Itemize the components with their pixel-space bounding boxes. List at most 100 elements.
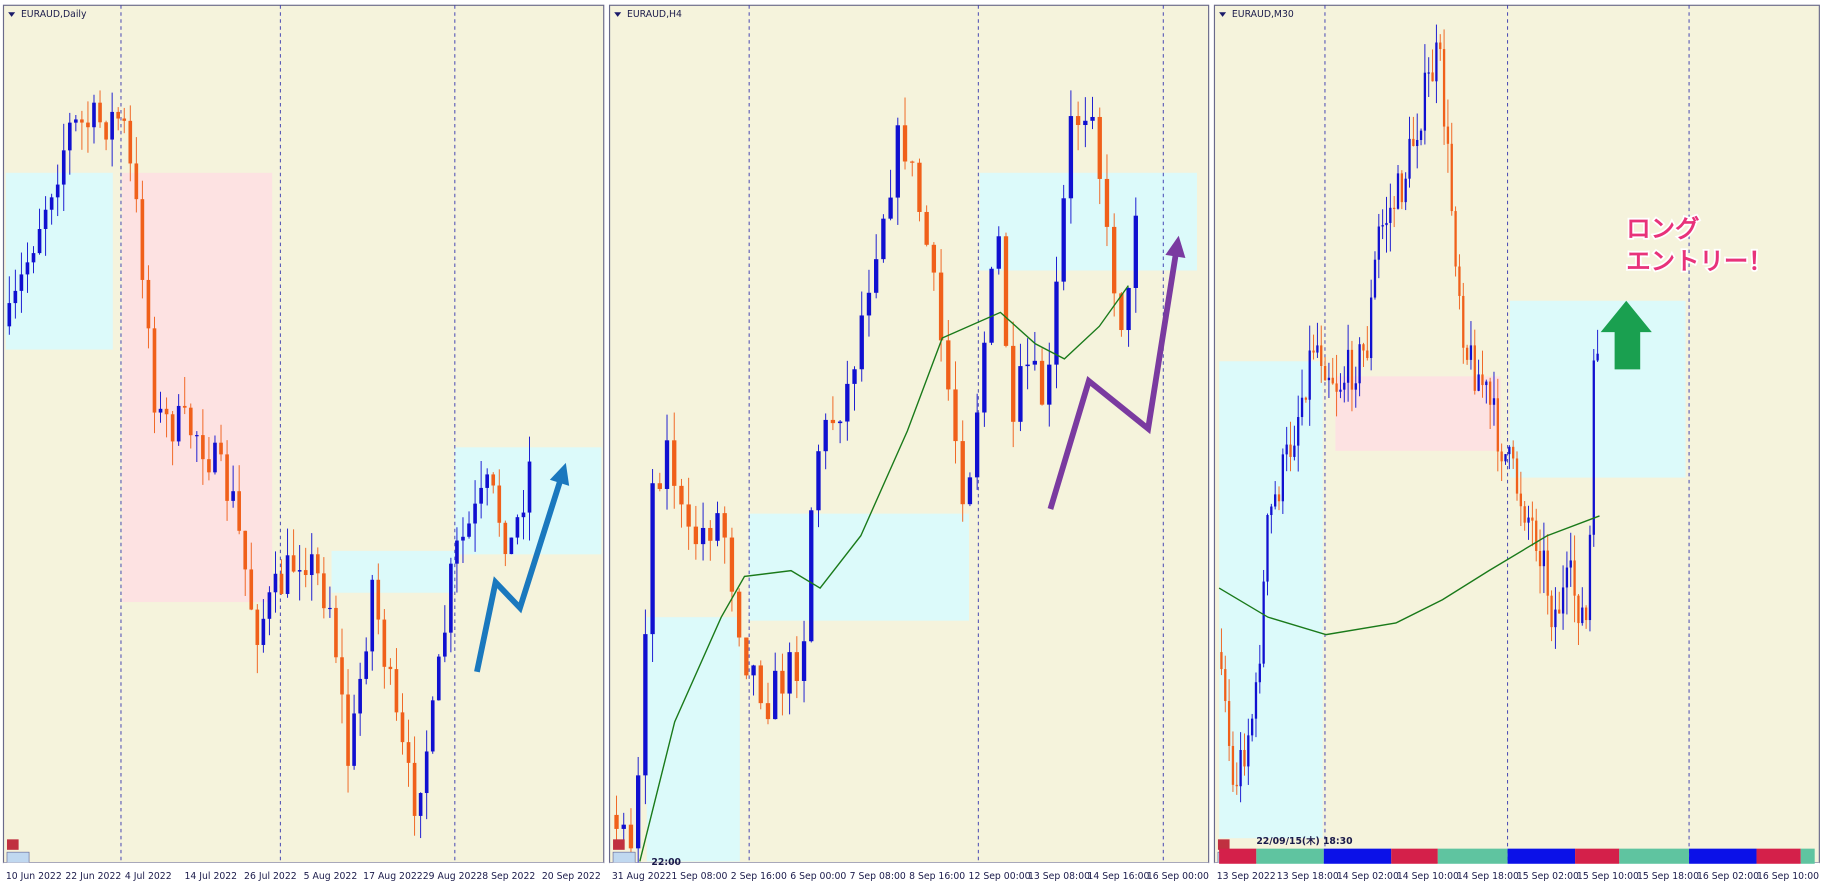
candle-body xyxy=(852,369,857,384)
candle-body xyxy=(249,569,254,610)
axis-strip xyxy=(609,862,1209,886)
candle-body xyxy=(1462,295,1465,348)
candle-body xyxy=(334,607,338,658)
candle-body xyxy=(382,619,387,667)
annotation: エントリー！ xyxy=(1626,246,1772,275)
candle-body xyxy=(122,118,127,121)
candle-body xyxy=(1431,72,1434,82)
candle-body xyxy=(1354,383,1357,390)
candle-body xyxy=(521,512,526,518)
candle-body xyxy=(1565,567,1569,588)
candle-body xyxy=(1032,360,1038,365)
candle-body xyxy=(400,712,405,743)
candle-body xyxy=(1011,345,1016,422)
panel-bg xyxy=(2,4,605,864)
candle-body xyxy=(1554,609,1557,628)
candle-body xyxy=(1427,72,1430,74)
zone-box xyxy=(749,513,969,621)
candle-body xyxy=(219,442,223,455)
candle-body xyxy=(1346,349,1350,383)
candle-body xyxy=(895,125,900,198)
candle-body xyxy=(1588,534,1592,621)
candle-body xyxy=(621,824,626,829)
candle-body xyxy=(176,405,181,442)
candle-body xyxy=(188,407,193,436)
candle-body xyxy=(614,814,619,829)
candle-body xyxy=(170,414,175,442)
x-tick-label: 12 Sep 00:00 xyxy=(969,871,1031,882)
candle-body xyxy=(1416,139,1419,147)
candle-body xyxy=(1450,143,1453,212)
candle-body xyxy=(461,536,465,541)
candle-body xyxy=(158,408,163,413)
candle-body xyxy=(436,656,441,701)
time-label: 22/09/15(木) 18:30 xyxy=(1256,835,1353,847)
zone-box xyxy=(331,550,455,593)
candle-body xyxy=(1119,293,1124,331)
candle-body xyxy=(765,703,771,720)
candle-body xyxy=(49,197,54,210)
candle-body xyxy=(693,526,699,545)
candle-body xyxy=(1254,682,1258,719)
candle-body xyxy=(13,290,18,304)
indicator-bar xyxy=(1256,848,1324,864)
candle-body xyxy=(1054,281,1059,365)
candle-body xyxy=(1258,663,1261,683)
candle-body xyxy=(1235,784,1238,787)
candle-body xyxy=(291,555,296,572)
candle-body xyxy=(938,272,944,341)
candle-body xyxy=(974,412,980,478)
candle-body xyxy=(503,522,508,555)
candle-body xyxy=(255,609,260,645)
candle-body xyxy=(1439,42,1442,50)
candle-body xyxy=(729,537,735,592)
indicator-bar xyxy=(1575,848,1620,864)
candle-body xyxy=(86,122,90,128)
candle-body xyxy=(1573,560,1576,596)
candle-body xyxy=(485,474,489,488)
candle-body xyxy=(406,742,411,763)
candle-body xyxy=(758,665,763,704)
candle-body xyxy=(1224,669,1227,702)
candle-body xyxy=(1400,173,1404,203)
candle-body xyxy=(881,218,886,260)
indicator-bar xyxy=(1437,848,1508,864)
candle-body xyxy=(902,125,908,162)
candle-body xyxy=(1104,178,1110,227)
candle-body xyxy=(1492,398,1496,405)
candle-body xyxy=(736,591,742,638)
candle-body xyxy=(1231,745,1235,785)
candle-body xyxy=(1592,360,1595,535)
candle-body xyxy=(1596,353,1599,361)
candle-body xyxy=(1442,49,1446,127)
candle-body xyxy=(686,504,691,527)
candle-body xyxy=(497,485,502,523)
candle-body xyxy=(1465,347,1469,360)
candle-body xyxy=(816,451,821,511)
candle-body xyxy=(74,119,78,123)
candle-body xyxy=(340,657,344,695)
candle-body xyxy=(1531,517,1534,521)
candle-body xyxy=(1266,515,1269,582)
candle-body xyxy=(509,537,514,555)
candle-body xyxy=(1527,517,1530,523)
moving-average xyxy=(1218,515,1600,636)
x-tick-label: 29 Aug 2022 xyxy=(423,871,483,882)
candle-body xyxy=(946,340,951,390)
candle-body xyxy=(479,487,483,504)
x-tick-label: 4 Jul 2022 xyxy=(125,871,172,882)
close-button xyxy=(1217,839,1230,850)
title-marker xyxy=(8,12,16,17)
candle-body xyxy=(1277,494,1281,502)
candle-body xyxy=(1515,458,1519,494)
trend-arrow xyxy=(1047,244,1181,510)
candle-body xyxy=(989,268,994,343)
candle-body xyxy=(830,419,836,424)
indicator-bar xyxy=(1756,848,1801,864)
x-tick-label: 2 Sep 16:00 xyxy=(731,871,787,882)
candle-body xyxy=(225,454,229,501)
candle-body xyxy=(388,666,393,670)
candle-body xyxy=(55,184,60,198)
